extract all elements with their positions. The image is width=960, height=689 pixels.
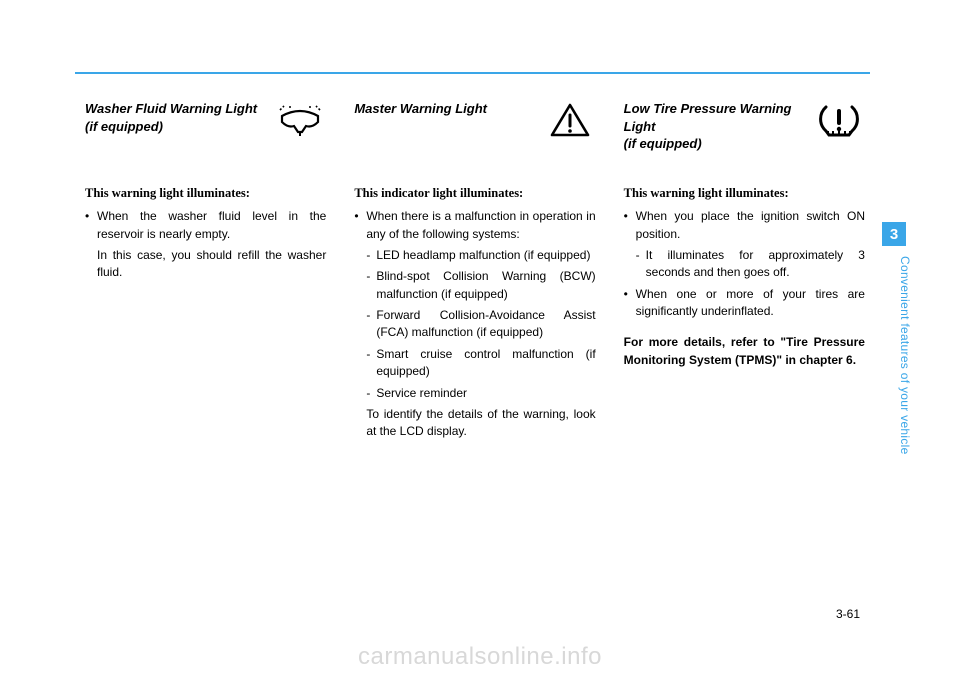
page-number: 3-61	[836, 607, 860, 621]
washer-fluid-icon	[274, 100, 326, 140]
chapter-tab: 3	[882, 222, 906, 246]
reference-text: For more details, refer to "Tire Pressur…	[624, 334, 865, 369]
column-master-warning: Master Warning Light This indicator ligh…	[354, 100, 595, 441]
chapter-label: Convenient features of your vehicle	[894, 256, 912, 536]
list-item: Forward Collision-Avoidance Assist (FCA)…	[354, 307, 595, 342]
lead-text: This warning light illuminates:	[624, 184, 865, 202]
column-header: Washer Fluid Warning Light (if equipped)	[85, 100, 326, 156]
list-item: Service reminder	[354, 385, 595, 402]
list-item: Smart cruise control malfunction (if equ…	[354, 346, 595, 381]
master-warning-icon	[544, 100, 596, 140]
list-item: When you place the ignition switch ON po…	[624, 208, 865, 243]
list-item: When the washer fluid level in the reser…	[85, 208, 326, 243]
column-header: Master Warning Light	[354, 100, 595, 156]
list-item: When there is a malfunction in operation…	[354, 208, 595, 243]
column-header: Low Tire Pressure Warning Light (if equi…	[624, 100, 865, 156]
column-title: Washer Fluid Warning Light (if equipped)	[85, 100, 274, 135]
list-item: To identify the details of the warning, …	[354, 406, 595, 441]
item-list: When the washer fluid level in the reser…	[85, 208, 326, 282]
lead-text: This indicator light illuminates:	[354, 184, 595, 202]
list-item: When one or more of your tires are signi…	[624, 286, 865, 321]
item-list: When there is a malfunction in operation…	[354, 208, 595, 441]
item-list: When you place the ignition switch ON po…	[624, 208, 865, 320]
chapter-number: 3	[890, 226, 898, 243]
column-title: Master Warning Light	[354, 100, 493, 118]
list-item: LED headlamp malfunction (if equipped)	[354, 247, 595, 264]
list-item: It illuminates for approximately 3 secon…	[624, 247, 865, 282]
watermark: carmanualsonline.info	[0, 643, 960, 671]
lead-text: This warning light illuminates:	[85, 184, 326, 202]
page-content: Washer Fluid Warning Light (if equipped)…	[85, 100, 865, 441]
column-title: Low Tire Pressure Warning Light (if equi…	[624, 100, 813, 153]
tpms-icon	[813, 100, 865, 140]
list-item: In this case, you should refill the wash…	[85, 247, 326, 282]
top-rule	[75, 72, 870, 74]
column-washer-fluid: Washer Fluid Warning Light (if equipped)…	[85, 100, 326, 441]
column-tpms: Low Tire Pressure Warning Light (if equi…	[624, 100, 865, 441]
list-item: Blind-spot Collision Warning (BCW) malfu…	[354, 268, 595, 303]
